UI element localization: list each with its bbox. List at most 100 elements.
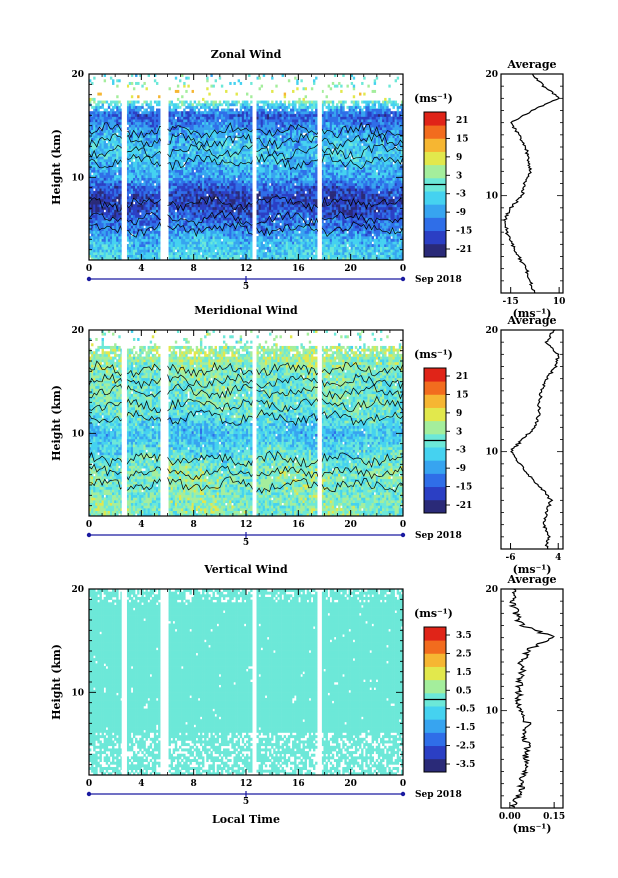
heatmap-cell — [384, 177, 387, 181]
heatmap-cell — [346, 206, 349, 210]
heatmap-cell — [233, 177, 236, 181]
heatmap-cell — [227, 220, 230, 224]
heatmap-cell — [126, 230, 130, 234]
heatmap-cell — [176, 177, 180, 181]
heatmap-cell — [93, 246, 96, 250]
heatmap-cell — [304, 204, 307, 208]
heatmap-cell — [400, 182, 404, 186]
heatmap-cell — [206, 196, 209, 200]
heatmap-cell — [321, 230, 324, 234]
heatmap-cell — [262, 206, 266, 210]
heatmap-cell — [356, 196, 360, 200]
heatmap-cell — [327, 217, 331, 221]
heatmap-cell — [256, 244, 259, 248]
heatmap-cell — [315, 209, 318, 213]
heatmap-cell — [176, 254, 180, 258]
heatmap-cell — [151, 198, 155, 202]
heatmap-cell — [256, 214, 259, 218]
heatmap-cell — [369, 241, 372, 245]
heatmap-cell — [281, 209, 284, 213]
heatmap-cell — [312, 193, 316, 197]
heatmap-cell — [302, 236, 305, 240]
heatmap-cell — [187, 190, 190, 194]
heatmap-cell — [379, 257, 383, 261]
heatmap-cell — [95, 174, 98, 178]
heatmap-cell — [195, 225, 199, 229]
heatmap-cell — [354, 254, 358, 258]
heatmap-cell — [243, 238, 247, 242]
heatmap-cell — [273, 241, 276, 245]
heatmap-cell — [264, 212, 268, 216]
heatmap-cell — [126, 161, 130, 165]
heatmap-cell — [153, 204, 157, 208]
heatmap-cell — [350, 236, 354, 240]
heatmap-cell — [258, 177, 261, 181]
heatmap-cell — [210, 172, 213, 176]
heatmap-cell — [220, 220, 224, 224]
heatmap-cell — [149, 246, 153, 250]
heatmap-cell — [331, 246, 335, 250]
heatmap-cell — [185, 230, 188, 234]
heatmap-cell — [298, 169, 301, 173]
heatmap-cell — [350, 164, 354, 168]
heatmap-cell — [262, 196, 266, 200]
heatmap-cell — [99, 246, 102, 250]
heatmap-cell — [93, 161, 96, 165]
heatmap-cell — [289, 172, 293, 176]
heatmap-cell — [346, 246, 349, 250]
heatmap-cell — [273, 167, 276, 170]
heatmap-cell — [289, 185, 293, 189]
heatmap-cell — [287, 236, 291, 240]
heatmap-cell — [367, 206, 370, 210]
heatmap-cell — [363, 209, 366, 213]
heatmap-cell — [327, 246, 331, 250]
heatmap-cell — [327, 238, 331, 242]
heatmap-cell — [214, 238, 217, 242]
heatmap-cell — [172, 230, 176, 234]
heatmap-cell — [327, 230, 331, 234]
heatmap-cell — [310, 244, 314, 248]
heatmap-cell — [91, 230, 94, 234]
heatmap-cell — [342, 190, 345, 194]
heatmap-cell — [120, 201, 123, 205]
heatmap-cell — [126, 214, 130, 218]
heatmap-cell — [151, 185, 155, 189]
heatmap-cell — [308, 196, 312, 200]
heatmap-cell — [153, 252, 157, 255]
heatmap-cell — [396, 214, 400, 218]
heatmap-cell — [149, 254, 153, 258]
heatmap-cell — [350, 254, 354, 258]
heatmap-cell — [183, 257, 186, 261]
heatmap-cell — [168, 230, 171, 234]
heatmap-cell — [363, 188, 366, 192]
heatmap-cell — [246, 167, 249, 170]
heatmap-cell — [400, 238, 404, 242]
heatmap-cell — [101, 217, 104, 221]
heatmap-cell — [118, 222, 121, 226]
heatmap-cell — [101, 209, 104, 213]
heatmap-cell — [126, 188, 130, 192]
heatmap-cell — [95, 257, 98, 261]
heatmap-cell — [233, 212, 236, 216]
heatmap-cell — [294, 217, 297, 221]
heatmap-cell — [101, 220, 104, 224]
heatmap-cell — [369, 228, 372, 232]
heatmap-cell — [306, 180, 310, 184]
heatmap-cell — [151, 252, 155, 255]
heatmap-cell — [91, 190, 94, 194]
heatmap-cell — [107, 230, 111, 234]
heatmap-cell — [185, 201, 188, 205]
heatmap-cell — [93, 217, 96, 221]
heatmap-cell — [266, 244, 270, 248]
heatmap-cell — [139, 214, 142, 218]
heatmap-cell — [233, 204, 236, 208]
heatmap-cell — [344, 188, 347, 192]
heatmap-cell — [340, 217, 343, 221]
heatmap-cell — [377, 244, 381, 248]
heatmap-cell — [239, 180, 243, 184]
heatmap-cell — [279, 188, 282, 192]
heatmap-cell — [195, 217, 199, 221]
heatmap-cell — [273, 172, 276, 176]
heatmap-cell — [279, 217, 282, 221]
heatmap-cell — [181, 193, 184, 197]
